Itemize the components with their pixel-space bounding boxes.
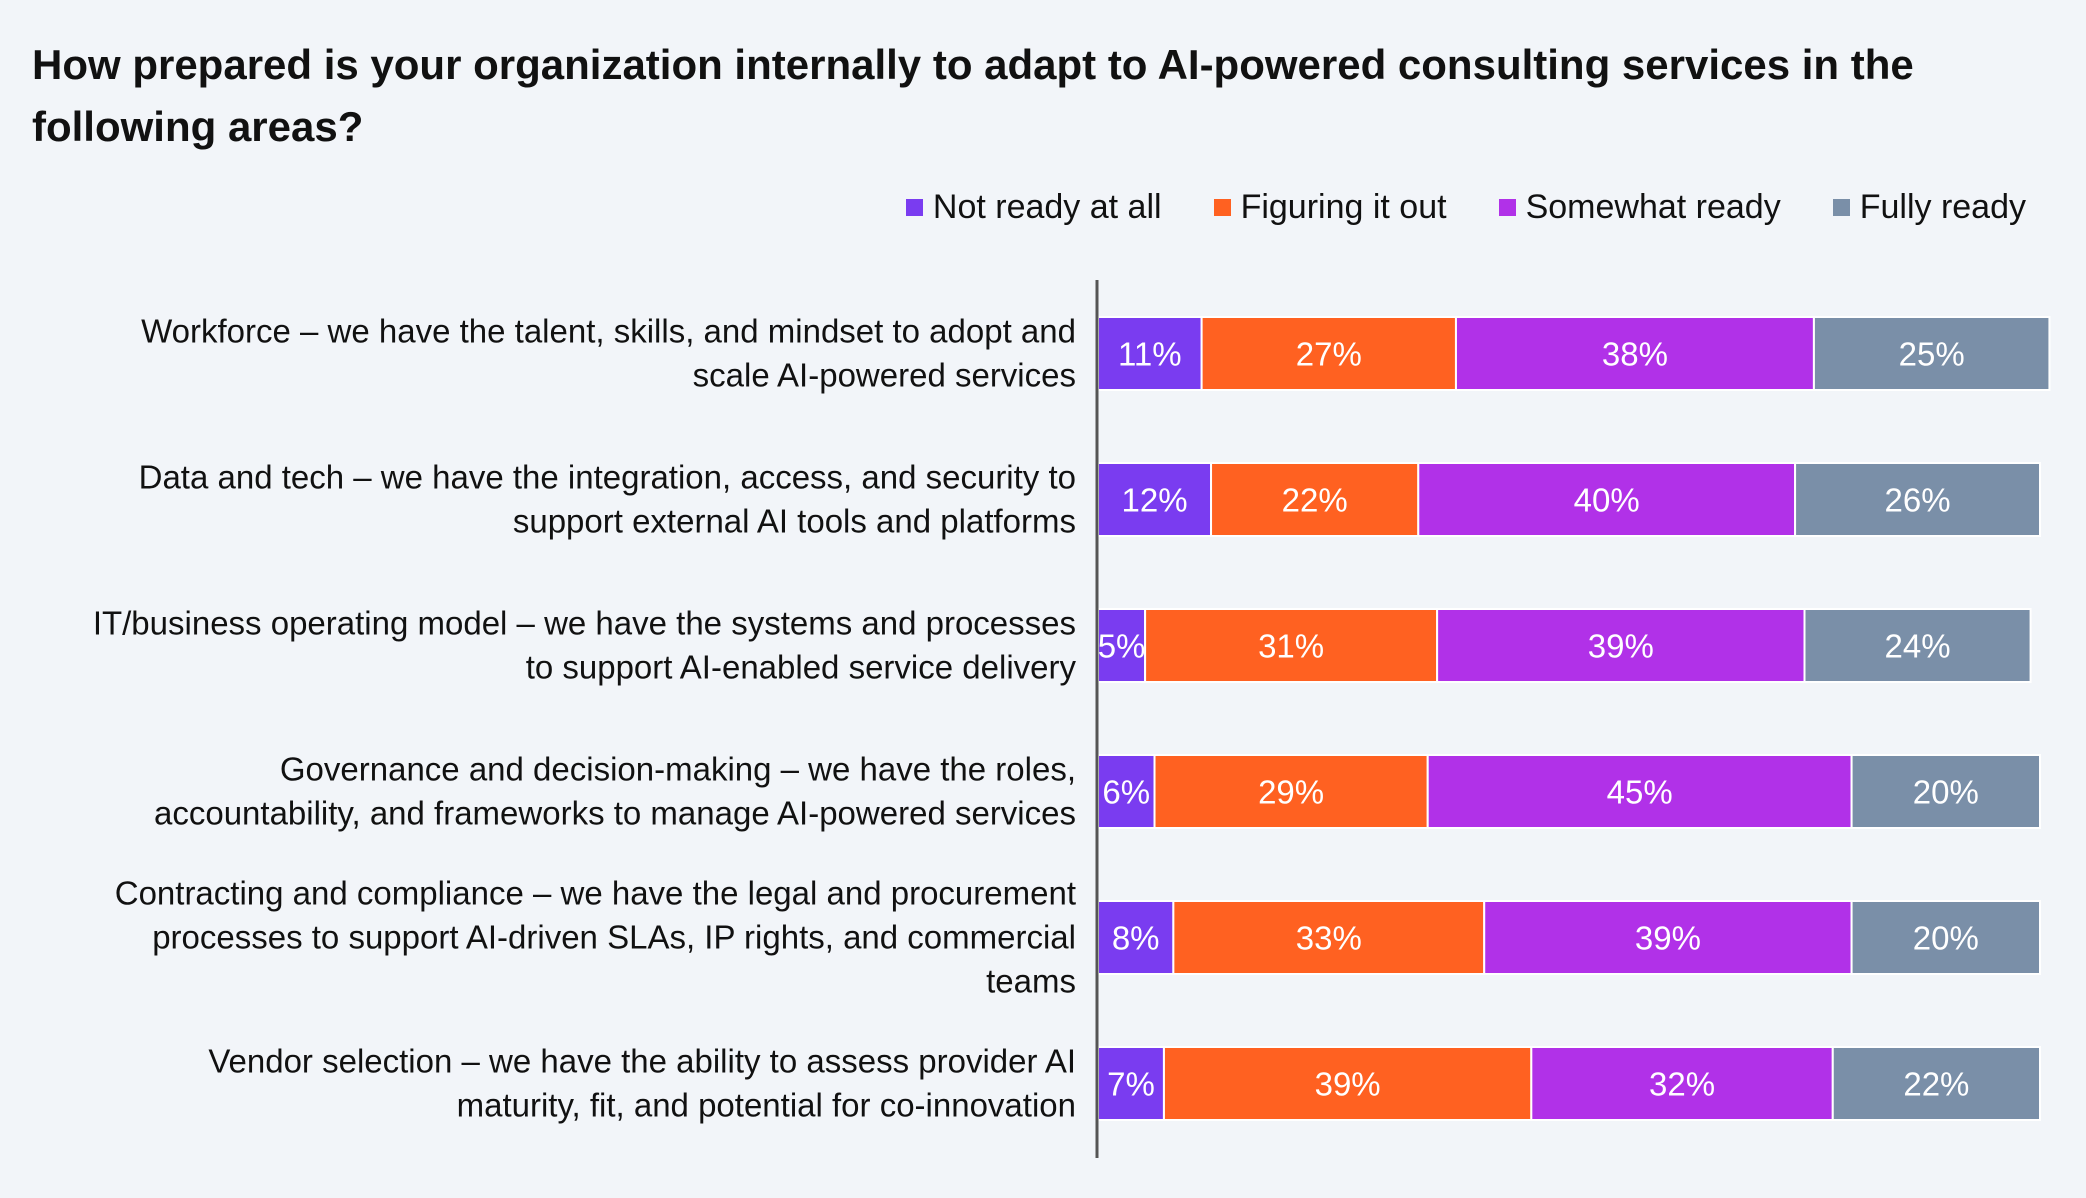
data-label-r4-s2: 29% [1258,774,1324,811]
bar-segment-r4-s1 [1097,754,1156,829]
category-label-3: IT/business operating model – we have th… [93,605,1077,686]
legend-swatch-2 [1213,199,1231,216]
bar-segment-r3-s3 [1436,608,1806,683]
data-label-r3-s4: 24% [1885,628,1951,665]
legend-swatch-4 [1832,199,1850,216]
legend-item-4: Fully ready [1832,188,2026,227]
data-label-r5-s2: 33% [1296,920,1362,957]
legend-item-1: Not ready at all [905,188,1162,227]
bar-segment-r5-s2 [1172,900,1486,975]
bar-segment-r2-s2 [1210,462,1420,537]
data-label-r3-s2: 31% [1258,628,1324,665]
data-label-r1-s4: 25% [1899,336,1965,373]
bar-segment-r5-s4 [1850,900,2041,975]
bar-segment-r1-s3 [1454,316,1815,391]
data-label-r5-s1: 8% [1112,920,1160,957]
data-label-r6-s1: 7% [1107,1066,1155,1103]
bar-segment-r1-s4 [1812,316,2051,391]
bar-segment-r2-s3 [1417,462,1797,537]
data-label-r2-s3: 40% [1574,482,1640,519]
bar-segment-r5-s3 [1483,900,1853,975]
data-label-r5-s4: 20% [1913,920,1979,957]
data-label-r3-s1: 5% [1098,628,1146,665]
data-label-r1-s2: 27% [1296,336,1362,373]
legend-label-3: Somewhat ready [1525,188,1781,226]
bar-segment-r3-s4 [1803,608,2032,683]
data-label-r4-s4: 20% [1913,774,1979,811]
data-label-r6-s4: 22% [1903,1066,1969,1103]
bar-segment-r4-s2 [1153,754,1429,829]
legend-swatch-1 [905,199,923,216]
legend-item-3: Somewhat ready [1498,188,1781,227]
data-label-r3-s3: 39% [1588,628,1654,665]
data-label-r6-s3: 32% [1649,1066,1715,1103]
data-label-r1-s3: 38% [1602,336,1668,373]
data-label-r5-s3: 39% [1635,920,1701,957]
legend-label-1: Not ready at all [932,188,1162,226]
bar-segment-r6-s4 [1831,1046,2042,1121]
legend-label-2: Figuring it out [1240,188,1447,226]
data-label-r6-s2: 39% [1315,1066,1381,1103]
bar-segment-r2-s4 [1794,462,2041,537]
data-label-r1-s1: 11% [1118,336,1182,373]
chart-title: How prepared is your organization intern… [32,41,1914,150]
bar-segment-r6-s1 [1097,1046,1165,1121]
category-label-1: Workforce – we have the talent, skills, … [141,313,1076,394]
category-label-4: Governance and decision-making – we have… [154,751,1076,832]
bar-segment-r4-s4 [1850,754,2041,829]
data-label-r4-s3: 45% [1607,774,1673,811]
category-label-6: Vendor selection – we have the ability t… [208,1043,1076,1124]
data-label-r4-s1: 6% [1102,774,1150,811]
bar-segment-r3-s1 [1097,608,1147,683]
legend-swatch-3 [1498,199,1516,216]
legend-label-4: Fully ready [1859,188,2026,226]
bar-segment-r3-s2 [1144,608,1439,683]
data-label-r2-s2: 22% [1282,482,1348,519]
data-label-r2-s4: 26% [1885,482,1951,519]
legend: Not ready at all Figuring it out Somewhat … [905,188,2026,227]
category-label-5: Contracting and compliance – we have the… [115,875,1076,1000]
category-label-2: Data and tech – we have the integration,… [139,459,1076,540]
legend-item-2: Figuring it out [1213,188,1447,227]
bar-segment-r5-s1 [1097,900,1175,975]
bar-segment-r4-s3 [1426,754,1853,829]
data-label-r2-s1: 12% [1121,482,1187,519]
bar-segment-r1-s1 [1097,316,1203,391]
